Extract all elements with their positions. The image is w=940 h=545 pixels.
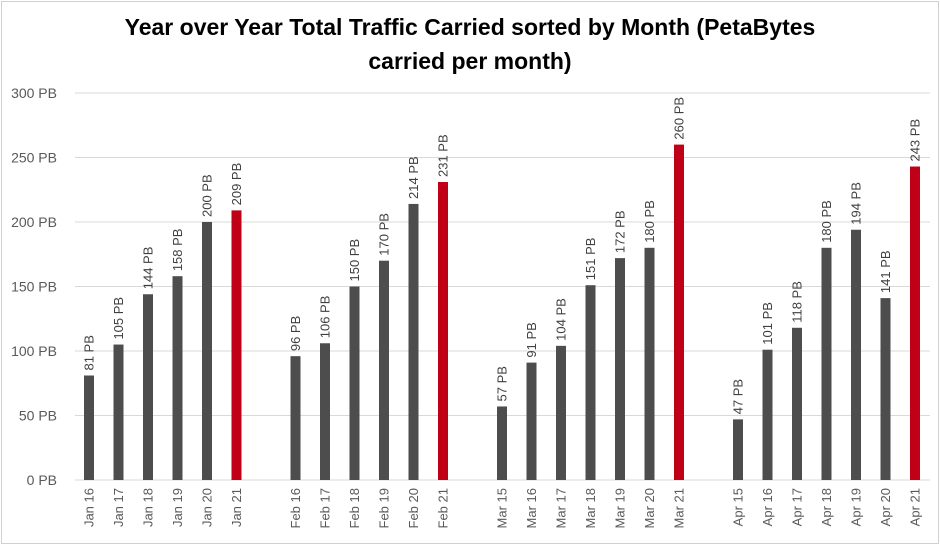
bar-mar-18 [585, 285, 596, 480]
bar-apr-20 [880, 298, 891, 480]
x-tick-label: Jan 21 [229, 488, 244, 527]
x-tick-label: Jan 16 [82, 488, 97, 527]
data-label: 243 PB [908, 119, 923, 162]
y-tick-label: 0 PB [27, 472, 57, 488]
x-tick-label: Jan 18 [141, 488, 156, 527]
x-tick-label: Mar 20 [642, 488, 657, 528]
x-tick-label: Feb 20 [406, 488, 421, 528]
bar-jan-16 [84, 375, 94, 480]
data-label: 231 PB [436, 134, 451, 177]
bar-apr-15 [733, 419, 743, 480]
bar-mar-19 [615, 258, 625, 480]
data-label: 141 PB [878, 250, 893, 293]
x-tick-label: Mar 17 [554, 488, 569, 528]
data-label: 106 PB [318, 296, 333, 339]
bar-mar-15 [497, 406, 507, 480]
y-tick-label: 50 PB [19, 408, 57, 424]
data-label: 47 PB [731, 379, 746, 414]
y-tick-label: 150 PB [11, 279, 57, 295]
x-tick-label: Jan 19 [170, 488, 185, 527]
bar-feb-20 [408, 203, 419, 480]
y-tick-label: 200 PB [11, 214, 57, 230]
data-label: 158 PB [170, 229, 185, 272]
data-label: 170 PB [377, 213, 392, 256]
y-tick-label: 250 PB [11, 150, 57, 166]
bar-jan-20 [202, 222, 212, 480]
x-tick-label: Feb 21 [436, 488, 451, 528]
x-tick-label: Jan 20 [200, 488, 215, 527]
bar-jan-21 [231, 210, 242, 480]
x-tick-label: Apr 21 [908, 488, 923, 526]
data-label: 151 PB [583, 238, 598, 281]
x-tick-label: Feb 17 [318, 488, 333, 528]
bar-mar-16 [526, 362, 537, 480]
data-label: 96 PB [288, 316, 303, 351]
bar-jan-18 [143, 294, 153, 480]
bar-mar-21 [674, 144, 684, 480]
bar-mar-17 [556, 345, 566, 480]
data-label: 105 PB [111, 297, 126, 340]
data-label: 200 PB [200, 174, 215, 217]
bar-feb-17 [320, 343, 330, 480]
x-tick-label: Apr 18 [819, 488, 834, 526]
bar-feb-18 [349, 286, 360, 480]
data-label: 172 PB [613, 210, 628, 253]
data-label: 194 PB [849, 182, 864, 225]
x-tick-label: Mar 21 [672, 488, 687, 528]
data-label: 209 PB [229, 163, 244, 206]
data-label: 91 PB [524, 322, 539, 357]
chart-title: Year over Year Total Traffic Carried sor… [124, 14, 816, 74]
bar-feb-21 [438, 182, 448, 480]
bar-jan-17 [113, 344, 124, 480]
data-label: 150 PB [347, 239, 362, 282]
data-label: 104 PB [554, 298, 569, 341]
x-tick-label: Mar 18 [583, 488, 598, 528]
data-label: 57 PB [495, 366, 510, 401]
x-tick-label: Apr 15 [731, 488, 746, 526]
x-tick-label: Feb 18 [347, 488, 362, 528]
data-label: 180 PB [819, 200, 834, 243]
data-label: 144 PB [141, 247, 156, 290]
bar-apr-21 [910, 166, 920, 480]
bar-mar-20 [644, 247, 655, 480]
bar-apr-18 [821, 247, 832, 480]
bar-feb-16 [290, 356, 301, 480]
y-tick-label: 300 PB [11, 85, 57, 101]
bar-jan-19 [172, 276, 183, 480]
bar-feb-19 [379, 260, 389, 480]
data-label: 118 PB [790, 281, 805, 323]
x-tick-label: Feb 16 [288, 488, 303, 528]
x-tick-label: Mar 15 [495, 488, 510, 528]
data-label: 101 PB [760, 302, 775, 345]
data-label: 81 PB [82, 335, 97, 370]
x-tick-label: Feb 19 [377, 488, 392, 528]
x-tick-label: Mar 16 [524, 488, 539, 528]
x-tick-label: Apr 20 [878, 488, 893, 526]
x-tick-label: Jan 17 [111, 488, 126, 527]
data-label: 260 PB [672, 97, 687, 140]
data-label: 180 PB [642, 200, 657, 243]
bar-apr-16 [762, 349, 773, 480]
x-tick-label: Apr 19 [849, 488, 864, 526]
x-tick-label: Apr 16 [760, 488, 775, 526]
x-tick-label: Apr 17 [790, 488, 805, 526]
x-tick-label: Mar 19 [613, 488, 628, 528]
bar-apr-19 [851, 229, 861, 480]
bar-apr-17 [792, 327, 802, 480]
data-label: 214 PB [406, 156, 421, 199]
y-tick-label: 100 PB [11, 343, 57, 359]
